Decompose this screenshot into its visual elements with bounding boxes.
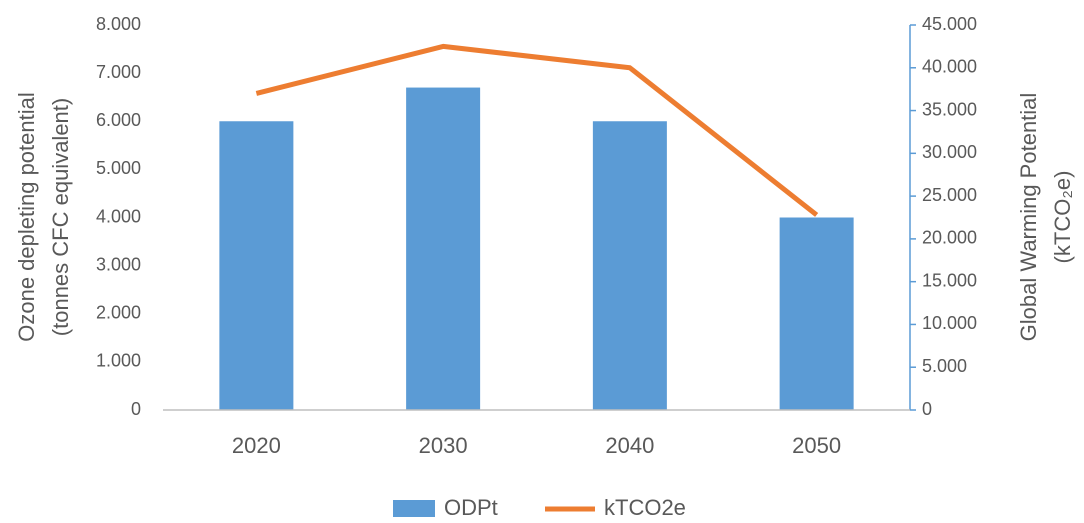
line [255, 43, 819, 217]
x-tick-label: 2050 [792, 433, 841, 458]
bar [779, 217, 854, 410]
y2-tick-label: 30.000 [922, 142, 977, 162]
x-tick-label: 2020 [232, 433, 281, 458]
legend-label: ODPt [444, 495, 498, 520]
legend-swatch [393, 500, 435, 517]
bar [406, 87, 481, 410]
y-tick-label: 4.000 [96, 206, 141, 226]
y2-tick-label: 35.000 [922, 99, 977, 119]
x-tick-label: 2030 [419, 433, 468, 458]
axis-label: (kTCO₂e) [1050, 171, 1075, 264]
y-tick-label: 6.000 [96, 110, 141, 130]
axis-label: Global Warming Potential [1016, 93, 1041, 342]
y2-tick-label: 10.000 [922, 313, 977, 333]
x-tick-label: 2040 [605, 433, 654, 458]
y-tick-label: 1.000 [96, 351, 141, 371]
y-tick-label: 8.000 [96, 14, 141, 34]
y2-tick-label: 45.000 [922, 14, 977, 34]
y2-tick-label: 20.000 [922, 228, 977, 248]
bar [592, 121, 667, 410]
y2-tick-label: 0 [922, 399, 932, 419]
y2-tick-label: 15.000 [922, 270, 977, 290]
y-tick-label: 7.000 [96, 62, 141, 82]
y-tick-label: 5.000 [96, 158, 141, 178]
y2-tick-label: 40.000 [922, 57, 977, 77]
y-tick-label: 2.000 [96, 303, 141, 323]
y2-tick-label: 5.000 [922, 356, 967, 376]
axis-label: (tonnes CFC equivalent) [48, 98, 73, 336]
axis-label: Ozone depleting potential [14, 92, 39, 342]
y2-tick-label: 25.000 [922, 185, 977, 205]
y-tick-label: 3.000 [96, 254, 141, 274]
y-tick-label: 0 [131, 399, 141, 419]
legend-label: kTCO2e [604, 495, 686, 520]
bar [219, 121, 294, 410]
